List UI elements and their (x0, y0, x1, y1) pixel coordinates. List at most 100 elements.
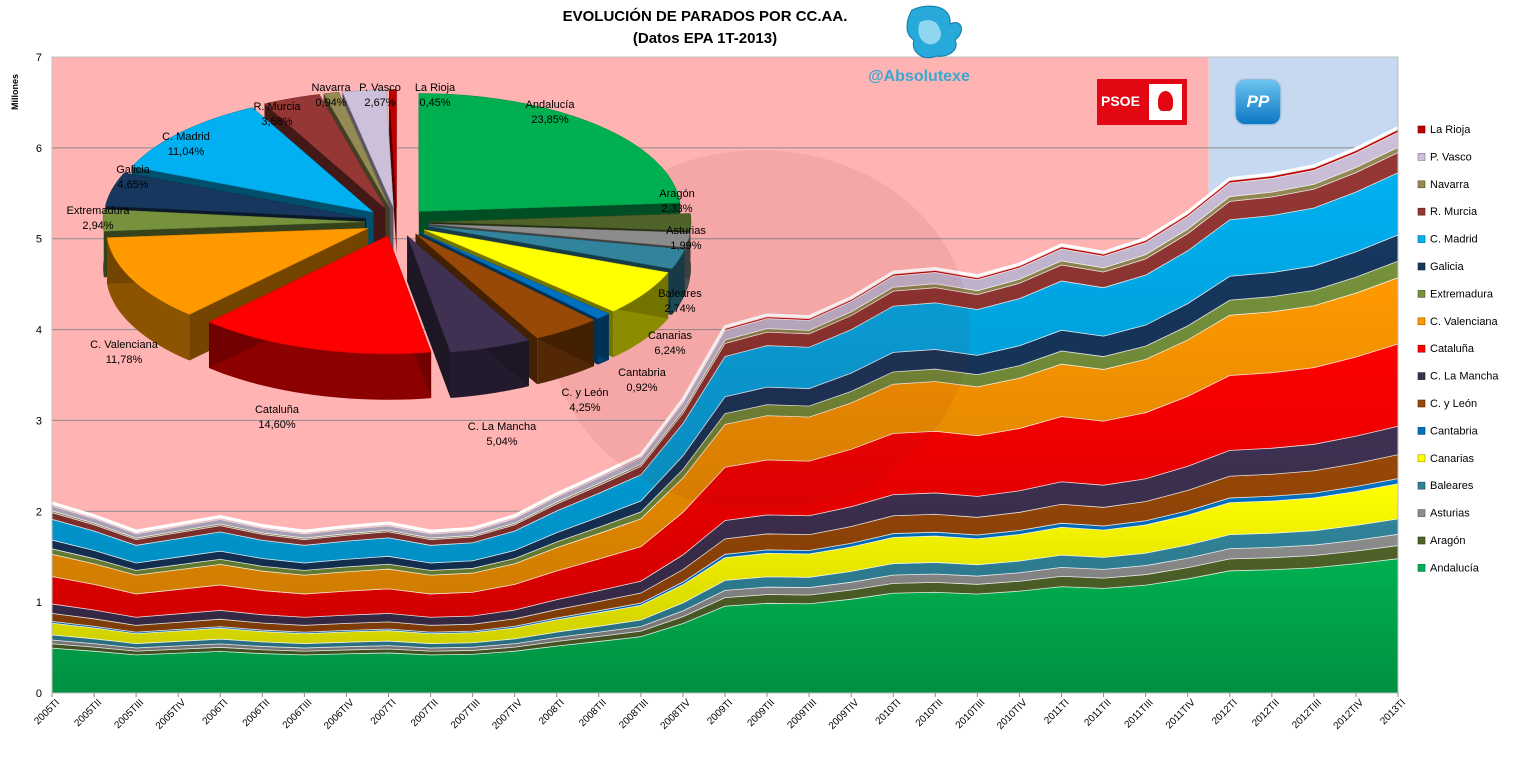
legend-label: Galicia (1430, 261, 1465, 273)
pie-percent-label: 1,99% (670, 240, 701, 252)
pie-label: La Rioja (415, 82, 456, 94)
pie-percent-label: 4,25% (569, 402, 600, 414)
x-tick-label: 2010TI (874, 697, 904, 727)
pie-percent-label: 2,33% (661, 203, 692, 215)
pie-label: C. La Mancha (468, 421, 537, 433)
x-tick-label: 2007TIII (449, 697, 483, 731)
pie-label: P. Vasco (359, 82, 401, 94)
legend-label: C. Valenciana (1430, 316, 1499, 328)
x-tick-label: 2012TI (1210, 697, 1240, 727)
legend-swatch (1417, 509, 1426, 517)
y-tick-label: 6 (36, 143, 42, 155)
y-axis-label: Millones (10, 73, 20, 110)
watermark-handle: @Absolutexe (868, 68, 970, 85)
legend-swatch (1417, 481, 1426, 490)
legend-label: Navarra (1430, 179, 1470, 191)
x-tick-label: 2009TI (705, 697, 735, 727)
x-tick-label: 2009TIV (827, 697, 862, 732)
legend-label: Baleares (1430, 480, 1474, 492)
psoe-logo-text: PSOE (1101, 93, 1140, 109)
x-tick-label: 2011TII (1082, 697, 1113, 728)
legend-swatch (1417, 207, 1426, 216)
eagle-logo-icon (906, 5, 962, 59)
pie-percent-label: 11,04% (168, 146, 205, 158)
pie-percent-label: 2,74% (664, 303, 695, 315)
pie-percent-label: 4,65% (117, 179, 148, 191)
x-tick-label: 2012TIV (1332, 697, 1367, 732)
pie-percent-label: 5,04% (486, 436, 517, 448)
x-tick-label: 2012TII (1250, 697, 1282, 729)
y-tick-label: 4 (36, 325, 42, 337)
y-tick-label: 5 (36, 234, 42, 246)
pie-percent-label: 6,24% (654, 345, 685, 357)
x-tick-label: 2005TII (72, 697, 104, 729)
legend-label: Andalucía (1430, 562, 1480, 574)
legend-label: R. Murcia (1430, 206, 1478, 218)
pie-label: Cantabria (618, 367, 667, 379)
pp-logo: PP (1236, 80, 1280, 124)
legend-label: Cataluña (1430, 343, 1475, 355)
legend-swatch (1417, 317, 1426, 326)
x-tick-label: 2006TII (241, 697, 273, 729)
pie-percent-label: 11,78% (106, 354, 143, 366)
pie-percent-label: 0,45% (419, 97, 450, 109)
pie-label: Navarra (311, 82, 351, 94)
y-tick-label: 1 (36, 597, 42, 609)
legend-swatch (1417, 399, 1426, 408)
x-tick-label: 2006TIV (322, 697, 357, 732)
legend-label: Extremadura (1430, 288, 1494, 300)
pie-label: Asturias (666, 225, 706, 237)
legend-swatch (1417, 262, 1426, 271)
legend-swatch (1417, 427, 1426, 435)
pie-label: R. Murcia (253, 101, 301, 113)
legend-swatch (1417, 564, 1426, 572)
pie-label: C. Madrid (162, 131, 210, 143)
x-tick-label: 2009TII (745, 697, 777, 729)
pie-percent-label: 2,67% (364, 97, 395, 109)
pie-percent-label: 23,85% (531, 114, 569, 126)
x-tick-label: 2005TI (32, 697, 62, 727)
rose-fist-icon (1149, 84, 1182, 120)
pie-percent-label: 0,92% (626, 382, 657, 394)
x-tick-label: 2007TIV (490, 697, 525, 732)
x-tick-label: 2013TI (1378, 697, 1408, 727)
legend-label: P. Vasco (1430, 151, 1472, 163)
legend-swatch (1417, 235, 1426, 243)
pie-percent-label: 2,94% (82, 220, 113, 232)
pie-slice (388, 89, 397, 254)
x-tick-label: 2010TIII (954, 697, 988, 731)
y-tick-label: 2 (36, 506, 42, 518)
pie-label: Cataluña (255, 404, 300, 416)
pie-label: Canarias (648, 330, 693, 342)
pie-label: C. y León (561, 387, 608, 399)
pie-slice (406, 235, 530, 399)
legend-swatch (1417, 180, 1426, 189)
x-tick-label: 2010TII (914, 697, 946, 729)
x-tick-label: 2011TIV (1164, 697, 1198, 731)
x-tick-label: 2012TIII (1290, 697, 1324, 731)
x-tick-label: 2011TI (1042, 697, 1071, 726)
x-tick-label: 2010TIV (995, 697, 1030, 732)
legend-swatch (1417, 153, 1426, 161)
x-tick-label: 2006TIII (281, 697, 315, 731)
pie-label: Baleares (658, 288, 702, 300)
pie-label: C. Valenciana (90, 339, 159, 351)
x-tick-label: 2007TI (369, 697, 399, 727)
x-tick-label: 2008TI (537, 697, 567, 727)
legend-swatch (1417, 536, 1426, 545)
pie-slice (208, 235, 432, 400)
legend-label: C. La Mancha (1430, 371, 1499, 383)
pie-label: Aragón (659, 188, 694, 200)
x-tick-label: 2008TIV (659, 697, 694, 732)
pp-logo-text: PP (1246, 92, 1270, 111)
x-tick-label: 2008TIII (617, 697, 651, 731)
legend-swatch (1417, 125, 1426, 134)
x-tick-label: 2011TIII (1123, 697, 1156, 730)
legend-swatch (1417, 344, 1426, 353)
x-tick-label: 2005TIII (113, 697, 147, 731)
x-tick-label: 2005TIV (154, 697, 189, 732)
pie-label: Extremadura (67, 205, 131, 217)
pie-chart: Andalucía 23,85% Aragón 2,33% Asturias 1,99% B… (67, 82, 707, 448)
